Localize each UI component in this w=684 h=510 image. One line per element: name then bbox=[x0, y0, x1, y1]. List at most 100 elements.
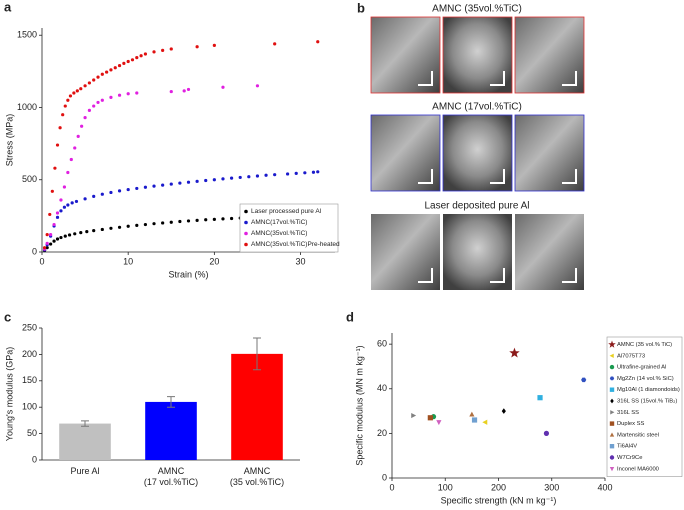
error-bar bbox=[167, 396, 175, 408]
data-point bbox=[45, 246, 49, 250]
data-point bbox=[471, 417, 478, 423]
legend-marker bbox=[609, 432, 615, 437]
data-point bbox=[109, 190, 113, 195]
data-point bbox=[130, 58, 135, 62]
x-tick-label: 0 bbox=[389, 482, 394, 492]
data-point bbox=[113, 66, 117, 70]
data-point bbox=[122, 61, 126, 66]
data-point bbox=[169, 47, 173, 51]
scale-bar bbox=[490, 169, 505, 184]
y-tick-label: 200 bbox=[22, 349, 37, 359]
data-point bbox=[92, 104, 96, 108]
y-tick-label: 100 bbox=[22, 402, 37, 412]
data-point bbox=[294, 171, 298, 175]
data-point bbox=[69, 157, 73, 162]
data-point bbox=[79, 87, 83, 91]
data-point bbox=[53, 166, 57, 170]
data-point bbox=[70, 201, 74, 205]
legend-marker bbox=[610, 398, 614, 404]
data-point bbox=[92, 194, 96, 198]
data-point bbox=[143, 185, 148, 189]
data-point bbox=[117, 189, 122, 193]
data-point bbox=[61, 113, 65, 117]
data-point bbox=[59, 198, 63, 202]
data-point bbox=[178, 181, 182, 185]
x-tick-label: 300 bbox=[544, 482, 559, 492]
data-point bbox=[126, 224, 130, 228]
scale-bar bbox=[418, 71, 433, 86]
scale-bar bbox=[490, 268, 505, 283]
data-point bbox=[42, 246, 47, 250]
data-point bbox=[143, 222, 148, 227]
x-tick-label: 10 bbox=[123, 256, 133, 266]
data-point bbox=[92, 229, 96, 233]
data-point bbox=[96, 75, 100, 79]
error-bar bbox=[81, 420, 89, 427]
data-point bbox=[195, 218, 199, 222]
data-point bbox=[52, 239, 56, 243]
x-tick-label-line: Pure Al bbox=[70, 466, 99, 476]
legend-label: Duplex SS bbox=[617, 421, 645, 427]
data-point bbox=[311, 170, 316, 174]
legend-label: W7Cr9Ce bbox=[617, 455, 642, 461]
data-point bbox=[92, 78, 96, 82]
data-point bbox=[100, 192, 104, 196]
scale-bar bbox=[562, 268, 577, 283]
data-point bbox=[66, 170, 70, 175]
data-point bbox=[212, 178, 216, 182]
data-point bbox=[126, 187, 130, 192]
data-point bbox=[68, 94, 73, 98]
scale-bar bbox=[418, 268, 433, 283]
data-point bbox=[161, 183, 165, 187]
data-point bbox=[543, 430, 550, 436]
legend-marker bbox=[609, 421, 615, 426]
x-tick-label-line: (17 vol.%TiC) bbox=[144, 477, 198, 487]
legend-marker bbox=[610, 410, 615, 415]
data-point bbox=[85, 230, 89, 234]
x-axis-label: Specific strength (kN m kg⁻¹) bbox=[441, 495, 557, 505]
data-point bbox=[62, 185, 67, 189]
data-point bbox=[66, 98, 70, 102]
x-tick-label-line: AMNC bbox=[158, 466, 185, 476]
data-point bbox=[45, 241, 49, 245]
data-point bbox=[273, 42, 277, 46]
data-point bbox=[436, 420, 442, 426]
legend-marker bbox=[609, 455, 615, 460]
data-point bbox=[75, 89, 79, 93]
legend-marker bbox=[609, 353, 614, 358]
data-point bbox=[178, 219, 182, 224]
legend-label: AMNC(35vol.%TiC) bbox=[251, 230, 307, 237]
legend-marker bbox=[609, 444, 615, 449]
data-point bbox=[411, 412, 417, 419]
data-point bbox=[152, 50, 156, 54]
legend-label: AMNC (35 vol.% TiC) bbox=[617, 342, 672, 348]
image-group-title: AMNC (17vol.%TiC) bbox=[432, 102, 522, 113]
y-tick-label: 150 bbox=[22, 375, 37, 385]
data-point bbox=[501, 408, 506, 414]
data-point bbox=[49, 233, 53, 237]
data-point bbox=[117, 93, 122, 97]
data-point bbox=[221, 177, 225, 181]
data-point bbox=[66, 203, 70, 207]
micrograph bbox=[514, 16, 585, 94]
data-point bbox=[212, 43, 216, 47]
y-axis-label: Young's modulus (GPa) bbox=[4, 347, 14, 441]
x-tick-label: 400 bbox=[597, 482, 612, 492]
data-point bbox=[109, 226, 113, 230]
legend-label: Inconel MA6000 bbox=[617, 466, 659, 472]
legend-marker bbox=[609, 364, 615, 370]
data-point bbox=[100, 72, 104, 76]
y-axis-label: Specific modulus (MN m kg⁻¹) bbox=[354, 345, 364, 465]
x-tick-label-line: (35 vol.%TiC) bbox=[230, 477, 284, 487]
data-point bbox=[79, 231, 83, 235]
data-point bbox=[62, 205, 67, 209]
data-point bbox=[186, 180, 191, 184]
data-point bbox=[63, 234, 67, 238]
data-point bbox=[482, 419, 488, 425]
panel-label: a bbox=[4, 0, 12, 14]
y-tick-label: 60 bbox=[377, 339, 387, 349]
data-point bbox=[48, 212, 52, 217]
data-point bbox=[74, 199, 79, 204]
data-point bbox=[135, 223, 139, 228]
